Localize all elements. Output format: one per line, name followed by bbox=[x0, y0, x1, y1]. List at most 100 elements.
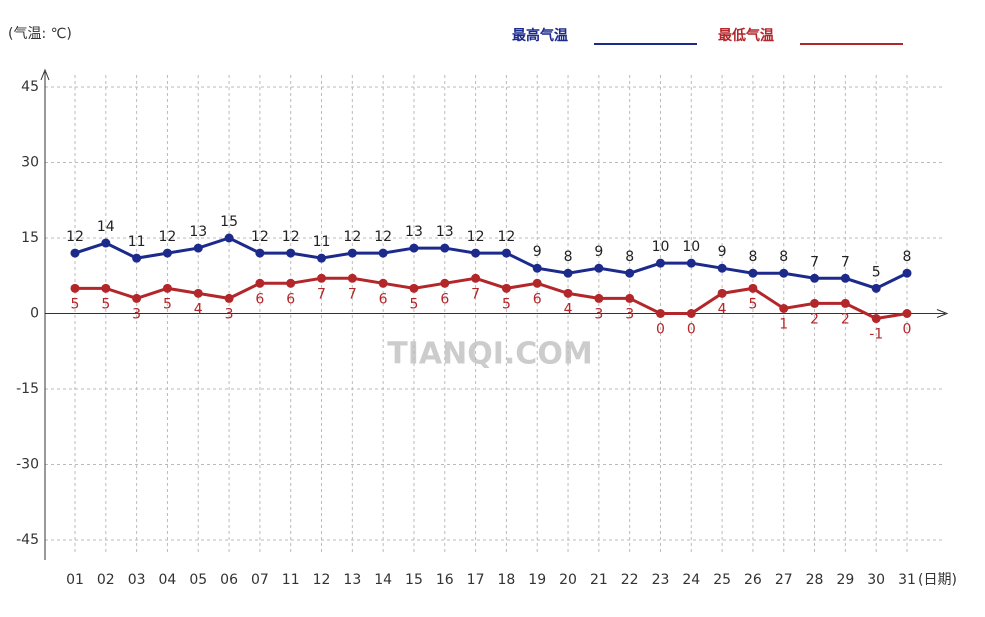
data-point bbox=[594, 293, 604, 303]
data-label: 15 bbox=[220, 214, 238, 230]
data-label: 7 bbox=[841, 254, 850, 270]
data-point bbox=[317, 253, 327, 263]
data-point bbox=[902, 309, 912, 318]
data-label: 8 bbox=[779, 249, 788, 265]
y-tick-label: 15 bbox=[21, 230, 39, 246]
data-point bbox=[286, 248, 296, 258]
data-label: 10 bbox=[652, 239, 670, 255]
data-point bbox=[471, 273, 481, 283]
data-label: 12 bbox=[343, 229, 361, 245]
data-label: 4 bbox=[194, 301, 203, 317]
data-point bbox=[563, 268, 573, 278]
data-label: 11 bbox=[128, 234, 146, 250]
data-label: 5 bbox=[872, 264, 881, 280]
data-point bbox=[717, 288, 727, 298]
data-point bbox=[162, 248, 172, 258]
x-tick-label: 28 bbox=[806, 572, 824, 588]
data-label: 5 bbox=[748, 296, 757, 312]
data-label: 2 bbox=[810, 311, 819, 327]
data-label: 3 bbox=[132, 306, 141, 322]
x-tick-label: 29 bbox=[836, 572, 854, 588]
data-label: 3 bbox=[225, 306, 234, 322]
data-point bbox=[686, 309, 696, 318]
y-tick-label: 0 bbox=[30, 306, 39, 322]
data-label: 5 bbox=[410, 296, 419, 312]
data-point bbox=[779, 268, 789, 278]
data-point bbox=[779, 303, 789, 313]
data-label: 7 bbox=[317, 286, 326, 302]
data-point bbox=[501, 248, 511, 258]
legend-label: 最低气温 bbox=[718, 27, 774, 44]
x-tick-label: 26 bbox=[744, 572, 762, 588]
data-label: 3 bbox=[594, 306, 603, 322]
data-point bbox=[625, 268, 635, 278]
data-point bbox=[810, 298, 820, 308]
data-point bbox=[132, 293, 142, 303]
data-label: 5 bbox=[101, 296, 110, 312]
x-tick-label: 21 bbox=[590, 572, 608, 588]
y-tick-label: -30 bbox=[16, 457, 39, 473]
data-point bbox=[224, 293, 234, 303]
data-label: 8 bbox=[564, 249, 573, 265]
y-tick-label: -15 bbox=[16, 381, 39, 397]
data-label: 6 bbox=[379, 291, 388, 307]
data-label: 5 bbox=[71, 296, 80, 312]
y-axis-arrow bbox=[40, 68, 50, 81]
data-label: 12 bbox=[497, 229, 515, 245]
data-label: 8 bbox=[625, 249, 634, 265]
data-label: 2 bbox=[841, 311, 850, 327]
x-tick-label: 13 bbox=[343, 572, 361, 588]
data-point bbox=[871, 283, 881, 293]
data-label: 6 bbox=[255, 291, 264, 307]
data-label: 12 bbox=[374, 229, 392, 245]
data-point bbox=[655, 309, 665, 318]
x-tick-label: 19 bbox=[528, 572, 546, 588]
data-point bbox=[255, 278, 265, 288]
data-label: 4 bbox=[564, 301, 573, 317]
data-point bbox=[286, 278, 296, 288]
data-label: 6 bbox=[533, 291, 542, 307]
data-point bbox=[902, 268, 912, 278]
x-tick-label: 23 bbox=[652, 572, 670, 588]
data-point bbox=[840, 298, 850, 308]
data-point bbox=[70, 283, 80, 293]
x-tick-label: 05 bbox=[189, 572, 207, 588]
watermark: TIANQI.COM bbox=[387, 337, 592, 372]
data-label: 0 bbox=[656, 322, 665, 338]
data-point bbox=[317, 273, 327, 283]
y-tick-label: 45 bbox=[21, 79, 39, 95]
data-point bbox=[655, 258, 665, 268]
data-label: 4 bbox=[718, 301, 727, 317]
data-label: 10 bbox=[682, 239, 700, 255]
data-point bbox=[810, 273, 820, 283]
data-label: 12 bbox=[282, 229, 300, 245]
data-label: 0 bbox=[687, 322, 696, 338]
data-point bbox=[132, 253, 142, 263]
data-label: 12 bbox=[159, 229, 177, 245]
data-point bbox=[101, 283, 111, 293]
x-tick-label: 31 bbox=[898, 572, 916, 588]
y-unit-label: (气温: ℃) bbox=[8, 26, 72, 42]
data-point bbox=[840, 273, 850, 283]
data-label: 12 bbox=[251, 229, 269, 245]
data-point bbox=[409, 283, 419, 293]
x-tick-label: 07 bbox=[251, 572, 269, 588]
x-tick-label: 14 bbox=[374, 572, 392, 588]
data-point bbox=[563, 288, 573, 298]
data-point bbox=[378, 248, 388, 258]
data-point bbox=[686, 258, 696, 268]
data-label: 13 bbox=[189, 224, 207, 240]
x-tick-label: 24 bbox=[682, 572, 700, 588]
data-point bbox=[501, 283, 511, 293]
data-label: 8 bbox=[903, 249, 912, 265]
x-unit-label: (日期) bbox=[918, 572, 957, 588]
data-label: 6 bbox=[440, 291, 449, 307]
data-label: 7 bbox=[348, 286, 357, 302]
data-label: 11 bbox=[313, 234, 331, 250]
data-label: 5 bbox=[163, 296, 172, 312]
data-label: 7 bbox=[810, 254, 819, 270]
data-label: 9 bbox=[718, 244, 727, 260]
x-tick-label: 25 bbox=[713, 572, 731, 588]
x-tick-label: 22 bbox=[621, 572, 639, 588]
data-point bbox=[347, 248, 357, 258]
